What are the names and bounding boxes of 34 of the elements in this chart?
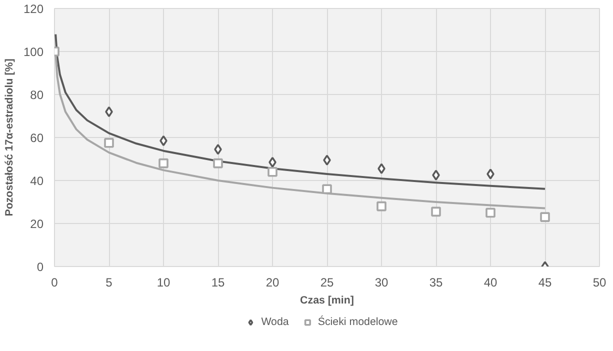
point (376, 201, 386, 212)
y-tick-label: 20 (30, 217, 44, 231)
x-tick-label: 20 (266, 276, 280, 290)
y-tick-label: 60 (30, 131, 44, 145)
y-tick-label: 40 (30, 174, 44, 188)
x-tick-label: 0 (51, 276, 58, 290)
point (213, 158, 223, 168)
x-tick-label: 45 (538, 276, 552, 290)
y-tick-label: 100 (23, 45, 44, 59)
point (486, 168, 494, 180)
x-tick-label: 40 (484, 276, 498, 290)
point (323, 154, 331, 166)
point (104, 138, 114, 148)
point (158, 158, 168, 168)
x-tick-label: 35 (429, 276, 443, 290)
point (431, 206, 441, 217)
x-axis-title: Czas [min] (300, 294, 354, 306)
x-tick-label: 50 (592, 276, 606, 290)
point (322, 184, 332, 194)
line-series (54, 33, 546, 190)
y-tick-label: 80 (30, 88, 44, 102)
y-tick-label: 0 (36, 260, 44, 274)
point (486, 208, 496, 218)
x-tick-label: 5 (106, 276, 113, 290)
y-axis-title: Pozostałość 17α-estradiolu [%] (3, 58, 16, 216)
legend-label: Woda (261, 316, 289, 328)
point (268, 167, 278, 177)
x-tick-label: 15 (211, 276, 225, 290)
x-tick-label: 30 (374, 276, 388, 290)
point (540, 212, 550, 222)
x-tick-label: 25 (320, 276, 334, 290)
y-tick-label: 120 (23, 2, 44, 16)
legend-label: Ścieki modelowe (318, 316, 398, 328)
x-tick-label: 10 (156, 276, 170, 290)
